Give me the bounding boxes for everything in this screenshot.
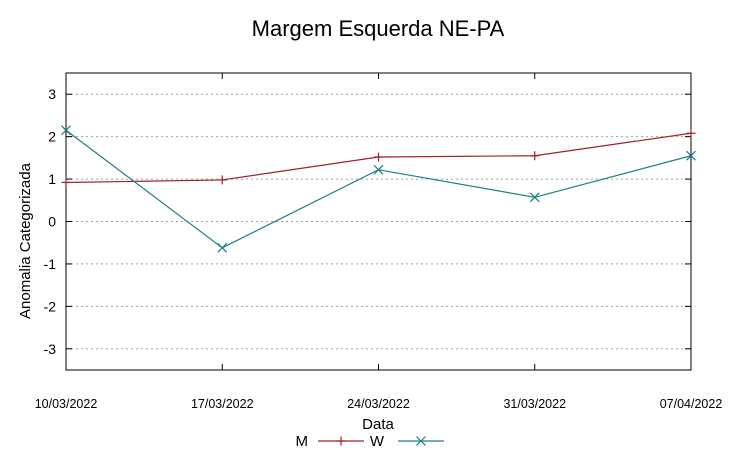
data-point-m — [686, 128, 696, 138]
x-axis-label: Data — [362, 416, 394, 433]
y-tick-label: 1 — [48, 171, 56, 187]
x-tick-label: 07/04/2022 — [660, 397, 723, 411]
y-tick-label: 2 — [48, 129, 56, 145]
series-line-w — [65, 129, 692, 249]
data-point-w — [686, 150, 696, 161]
data-point-m — [530, 151, 540, 161]
y-tick-label: -2 — [44, 298, 57, 314]
y-tick-label: -1 — [44, 256, 57, 272]
x-tick-label: 10/03/2022 — [35, 397, 98, 411]
legend-label-w: W — [370, 433, 385, 450]
legend-marker-m — [336, 436, 346, 446]
data-point-w — [61, 125, 71, 136]
data-point-w — [217, 242, 228, 253]
series-m — [61, 128, 696, 187]
x-tick-label: 31/03/2022 — [503, 397, 566, 411]
x-tick-label: 24/03/2022 — [347, 397, 410, 411]
y-axis: 3 2 1 0 -1 -2 -3 — [44, 86, 691, 357]
chart-title: Margem Esquerda NE-PA — [252, 16, 505, 41]
data-point-m — [217, 175, 227, 185]
data-point-w — [373, 164, 384, 175]
grid — [66, 93, 691, 350]
y-axis-label: Anomalia Categorizada — [17, 162, 34, 319]
legend-label-m: M — [296, 433, 309, 450]
series-w — [61, 125, 696, 253]
x-axis: 10/03/2022 17/03/2022 24/03/2022 31/03/2022… — [35, 73, 723, 411]
data-point-m — [374, 152, 383, 162]
legend-marker-w — [416, 436, 426, 446]
y-tick-label: 3 — [48, 86, 56, 102]
y-tick-label: 0 — [48, 214, 56, 230]
data-point-w — [529, 192, 540, 203]
y-tick-label: -3 — [44, 341, 57, 357]
data-point-m — [61, 177, 71, 187]
x-tick-label: 17/03/2022 — [191, 397, 254, 411]
series-layer — [61, 125, 696, 253]
